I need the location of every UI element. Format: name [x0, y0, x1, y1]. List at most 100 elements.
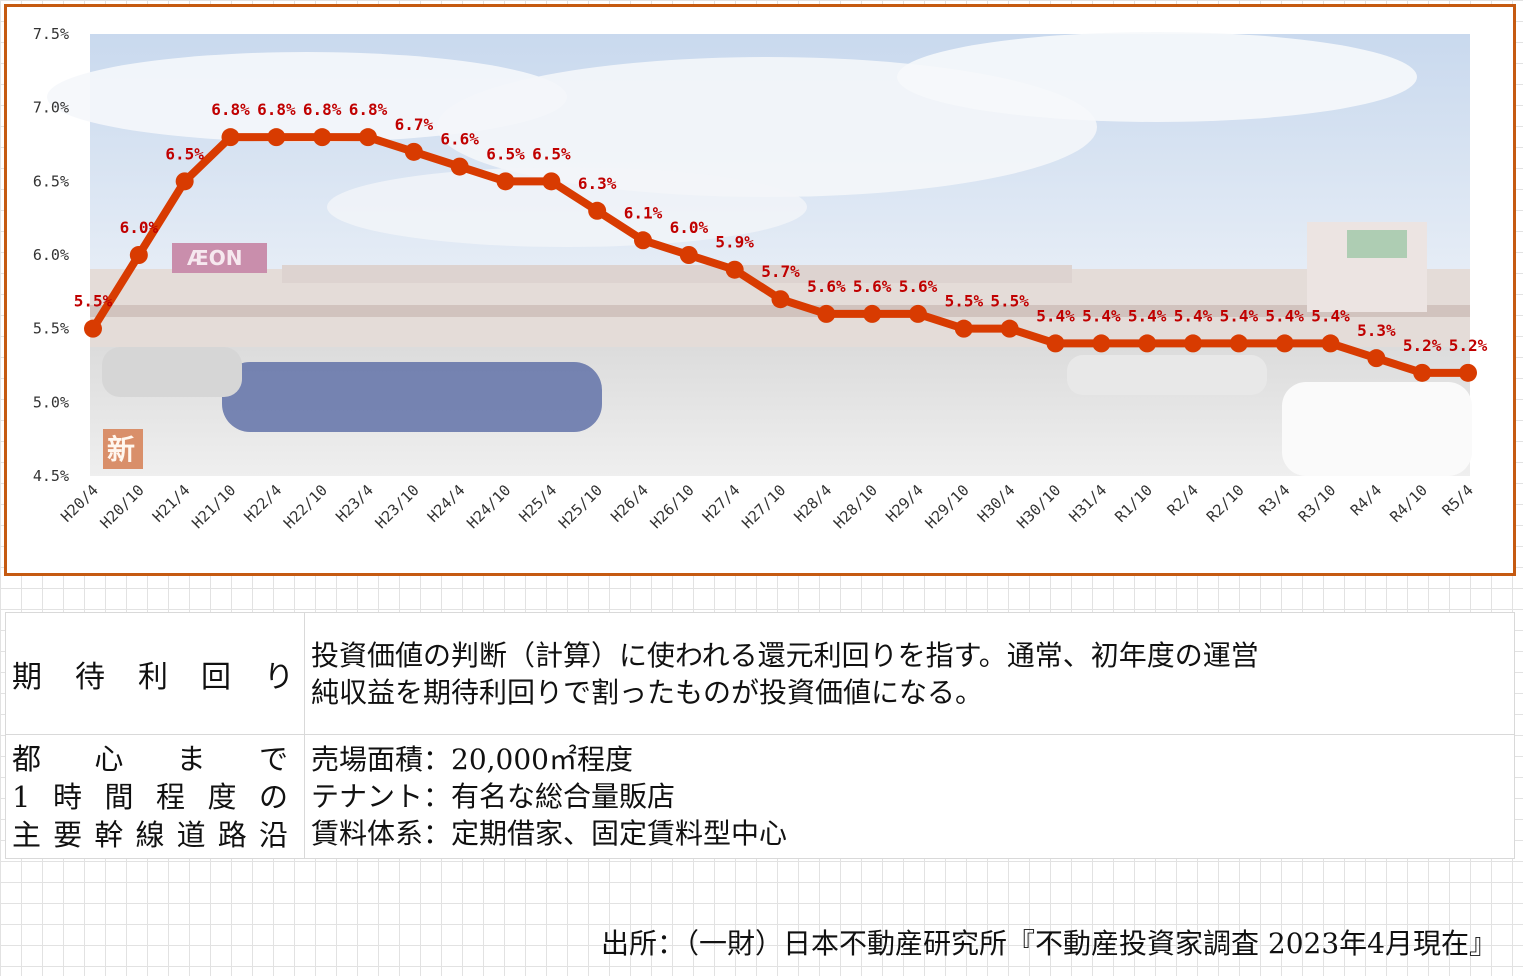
x-tick-label: H21/4	[149, 481, 194, 526]
data-point	[771, 290, 790, 309]
label-char: 利	[138, 659, 168, 695]
data-label: 5.4%	[1265, 306, 1304, 325]
expected-yield-desc-line-2: 純収益を期待利回りで割ったものが投資価値になる。	[311, 675, 984, 709]
data-label: 5.4%	[1174, 306, 1213, 325]
x-tick-label: R2/4	[1164, 481, 1202, 519]
data-label: 5.4%	[1036, 306, 1075, 325]
data-point	[1321, 334, 1340, 353]
x-tick-label: H23/10	[372, 481, 423, 532]
data-label: 6.8%	[303, 100, 342, 119]
source-note: 出所：（一財）日本不動産研究所『不動産投資家調査 2023年4月現在』	[601, 927, 1497, 960]
data-label: 5.3%	[1357, 321, 1396, 340]
x-tick-label: H29/10	[922, 481, 973, 532]
data-label: 6.5%	[165, 144, 204, 163]
x-tick-label: H24/4	[424, 481, 469, 526]
chart-frame: ÆON 新 7.5% 7.0% 6.5% 6.0% 5.5% 5.0% 4.5% H20/4…	[4, 4, 1516, 576]
data-label: 6.5%	[532, 144, 571, 163]
data-label: 5.4%	[1311, 306, 1350, 325]
label-char: で	[258, 741, 288, 776]
label-char: り	[264, 659, 294, 695]
x-tick-label: H28/10	[830, 481, 881, 532]
label-char: 都	[12, 741, 42, 776]
x-tick-label: H31/4	[1066, 481, 1111, 526]
x-tick-label: R3/10	[1295, 481, 1340, 526]
label-char: 期	[12, 659, 42, 695]
x-tick-label: H22/4	[241, 481, 286, 526]
x-tick-label: R5/4	[1439, 481, 1477, 519]
label-char: 主	[12, 817, 42, 852]
data-label: 6.8%	[349, 100, 388, 119]
x-tick-label: H20/10	[97, 481, 148, 532]
x-tick-label: H26/4	[607, 481, 652, 526]
data-point	[359, 128, 377, 147]
label-char: 回	[201, 659, 231, 695]
label-char: 1	[12, 779, 31, 814]
data-point	[542, 172, 561, 191]
aeon-sign	[172, 243, 267, 273]
data-point	[313, 128, 332, 147]
expected-yield-description: 投資価値の判断（計算）に使われる還元利回りを指す。通常、初年度の運営 純収益を期…	[304, 612, 1515, 735]
expected-yield-desc-line-1: 投資価値の判断（計算）に使われる還元利回りを指す。通常、初年度の運営	[311, 638, 1259, 672]
x-tick-label: H21/10	[188, 481, 239, 532]
data-point	[1459, 363, 1477, 382]
x-tick-label: R3/4	[1255, 481, 1293, 519]
data-point	[1367, 349, 1386, 368]
label-char: 道	[176, 817, 206, 852]
label-char: 沿	[258, 817, 288, 852]
data-point	[679, 246, 698, 264]
x-tick-label: H26/10	[647, 481, 698, 532]
car-blue	[222, 362, 602, 432]
data-point	[1000, 319, 1019, 338]
data-label: 5.7%	[761, 262, 800, 281]
cap-rate-line-chart: ÆON 新 7.5% 7.0% 6.5% 6.0% 5.5% 5.0% 4.5% H20/4…	[33, 25, 1488, 532]
y-tick-label: 4.5%	[33, 467, 69, 485]
label-char: 間	[104, 779, 134, 814]
data-point	[84, 319, 102, 338]
label-char: 線	[135, 817, 165, 852]
data-label: 6.1%	[624, 203, 663, 222]
new-badge-text: 新	[107, 433, 135, 466]
data-point	[1184, 334, 1202, 353]
data-label: 5.5%	[990, 292, 1029, 311]
data-label: 5.6%	[853, 277, 892, 296]
data-point	[1275, 334, 1294, 353]
data-point	[267, 128, 286, 147]
data-label: 6.8%	[211, 100, 250, 119]
data-label: 6.5%	[486, 144, 525, 163]
y-tick-label: 5.5%	[33, 320, 69, 338]
aeon-sign-text: ÆON	[187, 246, 242, 270]
y-tick-label: 7.5%	[33, 25, 69, 43]
y-tick-label: 7.0%	[33, 99, 69, 117]
data-point	[588, 201, 607, 220]
property-description: 売場面積：20,000㎡程度 テナント：有名な総合量販店 賃料体系：定期借家、固…	[304, 734, 1515, 859]
data-label: 5.5%	[74, 292, 113, 311]
data-label: 5.4%	[1220, 306, 1259, 325]
x-tick-label: R4/4	[1347, 481, 1385, 519]
label-char: 心	[94, 741, 124, 776]
label-char: 時	[52, 779, 82, 814]
data-point	[404, 142, 423, 161]
data-label: 5.5%	[945, 292, 984, 311]
data-point	[909, 304, 927, 323]
new-badge	[103, 429, 143, 469]
data-point	[634, 231, 652, 250]
data-label: 6.8%	[257, 100, 296, 119]
data-points	[84, 128, 1477, 382]
data-label: 5.2%	[1449, 336, 1488, 355]
data-label: 5.6%	[899, 277, 938, 296]
x-tick-label: H22/10	[280, 481, 331, 532]
x-tick-label: H30/4	[974, 481, 1019, 526]
x-tick-label: R1/10	[1111, 481, 1156, 526]
data-label: 5.4%	[1082, 306, 1121, 325]
label-line: 都心まで	[12, 740, 304, 778]
data-point	[1092, 334, 1111, 353]
label-char: 幹	[94, 817, 124, 852]
x-tick-label: H20/4	[57, 481, 102, 526]
x-tick-label: H24/10	[463, 481, 514, 532]
data-label: 6.7%	[395, 115, 434, 134]
data-point	[725, 260, 744, 279]
